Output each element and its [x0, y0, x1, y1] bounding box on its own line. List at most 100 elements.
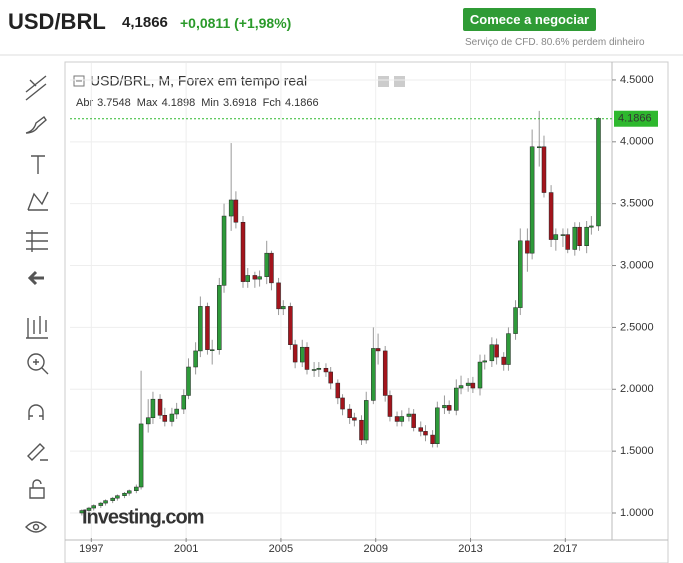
tool-eye[interactable]: [25, 521, 47, 533]
candle-body: [115, 495, 120, 499]
price: 4,1866: [122, 14, 168, 31]
candle-body: [193, 350, 198, 368]
y-tick-label: 1.0000: [620, 507, 654, 519]
toolbar: [25, 75, 49, 533]
y-tick-label: 2.5000: [620, 321, 654, 333]
candle-body: [363, 400, 369, 441]
candle-body: [423, 431, 428, 436]
candle-body: [482, 360, 487, 363]
tool-indicators[interactable]: [26, 316, 48, 339]
candle-body: [323, 367, 329, 373]
candle-body: [288, 306, 293, 345]
legend-value: 3.7548: [97, 97, 131, 109]
y-tick-label: 4.5000: [620, 74, 654, 86]
candle-body: [371, 348, 376, 401]
candle-body: [186, 366, 191, 396]
tool-lock[interactable]: [29, 479, 45, 499]
candle-body: [577, 226, 582, 246]
legend-value: 4.1898: [162, 97, 196, 109]
candle-body: [276, 282, 281, 310]
candle-body: [157, 398, 163, 416]
candle-body: [181, 395, 187, 410]
candle-body: [518, 240, 523, 308]
candle-body: [584, 226, 589, 246]
candle-body: [145, 417, 151, 425]
y-tick-label: 1.5000: [620, 445, 654, 457]
candle-body: [240, 221, 246, 282]
change: +0,0811 (+1,98%): [180, 15, 292, 31]
candle-body: [86, 507, 92, 511]
tool-fib[interactable]: [26, 230, 48, 252]
tool-zoom[interactable]: [27, 353, 45, 371]
candle-body: [489, 344, 495, 362]
candle-body: [548, 192, 554, 240]
candle-body: [536, 146, 542, 149]
candle-body: [430, 434, 435, 444]
candle-body: [560, 234, 566, 236]
y-tick-label: 4.0000: [620, 136, 654, 148]
candle-body: [494, 344, 499, 358]
y-tick-label: 3.5000: [620, 198, 654, 210]
candle-body: [387, 395, 393, 417]
symbol: USD/BRL: [8, 9, 106, 34]
candle-body: [122, 492, 127, 496]
candle-body: [205, 306, 210, 350]
x-tick-label: 2005: [269, 543, 293, 555]
candle-body: [316, 367, 322, 370]
candle-body: [477, 361, 483, 389]
candle-body: [529, 146, 535, 254]
candle-body: [103, 500, 108, 504]
candle-body: [553, 234, 559, 240]
candle-body: [162, 415, 168, 422]
last-price-box: [614, 110, 658, 127]
candle-body: [541, 146, 547, 193]
legend-label: Fch: [263, 97, 281, 109]
candle-body: [110, 497, 115, 501]
tool-back[interactable]: [27, 270, 44, 286]
last-price-label: 4.1866: [618, 113, 652, 125]
close-icon[interactable]: [394, 76, 405, 87]
settings-icon[interactable]: [378, 76, 389, 87]
candle-body: [501, 356, 506, 365]
chart-title: USD/BRL, M, Forex em tempo real: [90, 73, 307, 89]
candle-body: [300, 346, 305, 363]
candle-body: [347, 408, 352, 418]
candle-body: [375, 348, 381, 352]
tool-text[interactable]: [31, 155, 45, 174]
candle-body: [352, 417, 357, 421]
x-tick-label: 2001: [174, 543, 198, 555]
candle-body: [221, 215, 227, 286]
trade-button[interactable]: Comece a negociar: [463, 8, 596, 31]
candle-body: [150, 398, 156, 418]
candle-body: [411, 413, 416, 428]
candle-body: [359, 419, 364, 441]
candle-body: [458, 385, 464, 389]
y-tick-label: 2.0000: [620, 383, 654, 395]
candle-body: [596, 118, 601, 227]
collapse-icon[interactable]: [73, 75, 85, 87]
tool-pattern[interactable]: [27, 191, 49, 211]
candle-body: [264, 252, 269, 277]
candle-body: [257, 276, 262, 280]
candle-body: [174, 408, 179, 415]
candle-body: [311, 369, 317, 371]
tool-pencil[interactable]: [27, 443, 48, 461]
header: USD/BRL 4,1866 +0,0811 (+1,98%) Comece a…: [0, 0, 683, 55]
watermark: Investing.com: [82, 506, 204, 528]
candle-body: [198, 306, 203, 352]
tool-magnet[interactable]: [28, 404, 44, 420]
candle-body: [126, 490, 132, 494]
tool-brush[interactable]: [25, 115, 47, 134]
tool-lines[interactable]: [25, 75, 47, 101]
candle-body: [209, 349, 215, 351]
candle-body: [269, 252, 274, 284]
candle-body: [335, 382, 341, 399]
legend-label: Max: [137, 97, 158, 109]
candle-body: [589, 225, 594, 228]
candle-body: [435, 407, 440, 444]
candle-body: [98, 502, 104, 506]
candle-body: [245, 275, 250, 282]
candle-body: [134, 486, 139, 491]
